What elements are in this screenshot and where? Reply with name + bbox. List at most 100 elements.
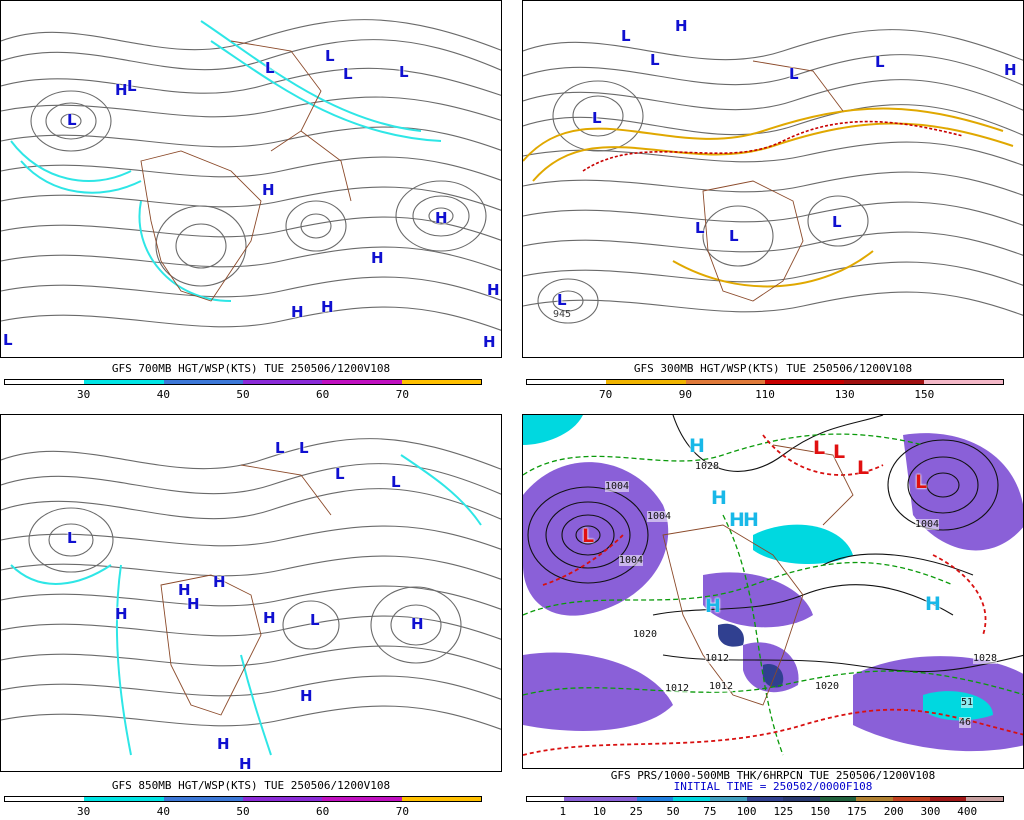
high-pressure-center: H <box>689 435 705 457</box>
scale-label: 50 <box>236 388 250 401</box>
high-pressure-center: H <box>411 615 424 633</box>
isobar-label: 1004 <box>915 519 940 530</box>
low-pressure-center: L <box>399 63 409 81</box>
scale-label: 30 <box>77 805 91 818</box>
high-pressure-center: H <box>178 581 191 599</box>
scale-swatch <box>5 797 85 801</box>
high-pressure-center: H <box>217 735 230 753</box>
scale-swatch <box>401 380 481 384</box>
low-pressure-center: L <box>275 439 285 457</box>
scale-label: 100 <box>736 805 757 818</box>
map-surface[interactable]: 1028 1004 1004 1004 1020 1012 1012 1012 1020 1028… <box>522 414 1024 769</box>
low-pressure-center: L <box>582 525 595 547</box>
low-pressure-center: L <box>265 59 275 77</box>
scale-label: 150 <box>810 805 831 818</box>
isobar-label: 1020 <box>633 629 658 640</box>
high-pressure-center: H <box>321 298 334 316</box>
low-pressure-center: L <box>833 441 846 463</box>
color-scale-850mb <box>4 796 482 802</box>
scale-label: 75 <box>703 805 717 818</box>
low-pressure-center: L <box>557 291 567 309</box>
scale-swatch <box>401 797 481 801</box>
isobar-label: 51 <box>961 697 974 708</box>
low-pressure-center: L <box>299 439 309 457</box>
low-pressure-center: L <box>343 65 353 83</box>
caption-700mb: GFS 700MB HGT/WSP(KTS) TUE 250506/1200V1… <box>111 362 391 375</box>
color-scale-700mb <box>4 379 482 385</box>
scale-label: 30 <box>77 388 91 401</box>
low-pressure-center: L <box>813 437 826 459</box>
scale-swatch <box>84 797 164 801</box>
high-pressure-center: H <box>1004 61 1017 79</box>
low-pressure-center: L <box>695 219 705 237</box>
scale-label: 130 <box>834 388 855 401</box>
scale-label: 40 <box>156 388 170 401</box>
high-pressure-center: H <box>239 755 252 772</box>
low-pressure-center: L <box>67 111 77 129</box>
low-pressure-center: L <box>335 465 345 483</box>
high-pressure-center: H <box>729 509 745 531</box>
isobar-label: 1012 <box>709 681 734 692</box>
high-pressure-center: H <box>435 209 448 227</box>
high-pressure-center: H <box>213 573 226 591</box>
high-pressure-center: H <box>291 303 304 321</box>
caption-300mb: GFS 300MB HGT/WSP(KTS) TUE 250506/1200V1… <box>633 362 913 375</box>
high-pressure-center: H <box>705 595 721 617</box>
high-pressure-center: H <box>115 81 128 99</box>
high-pressure-center: H <box>115 605 128 623</box>
high-pressure-center: H <box>925 593 941 615</box>
isobar-label: 1012 <box>665 683 690 694</box>
low-pressure-center: L <box>310 611 320 629</box>
isobar-label: 46 <box>959 717 972 728</box>
scale-swatch <box>5 380 85 384</box>
high-pressure-center: H <box>262 181 275 199</box>
scale-swatch <box>322 380 402 384</box>
low-pressure-center: L <box>915 471 928 493</box>
low-pressure-center: L <box>857 457 870 479</box>
scale-swatch <box>783 797 820 801</box>
scale-swatch <box>856 797 894 801</box>
low-pressure-center: L <box>592 109 602 127</box>
scale-swatch <box>322 797 402 801</box>
scale-label: 200 <box>883 805 904 818</box>
high-pressure-center: H <box>675 17 688 35</box>
scale-label: 110 <box>755 388 775 401</box>
scale-swatch <box>600 797 637 801</box>
low-pressure-center: L <box>832 213 842 231</box>
low-pressure-center: L <box>325 47 335 65</box>
scale-swatch <box>527 380 607 384</box>
scale-swatch <box>685 380 765 384</box>
scale-labels-surface: 1 10 25 50 75 100 125 150 175 200 300 400 <box>526 806 1004 820</box>
low-pressure-center: L <box>650 51 660 69</box>
color-scale-300mb <box>526 379 1004 385</box>
scale-label: 40 <box>156 805 170 818</box>
scale-swatch <box>563 797 601 801</box>
isobar-label: 1004 <box>647 511 672 522</box>
isobar-label: 1028 <box>973 653 998 664</box>
scale-label: 150 <box>914 388 935 401</box>
scale-swatch <box>966 797 1003 801</box>
scale-label: 50 <box>666 805 680 818</box>
scale-swatch <box>819 797 857 801</box>
initial-time: INITIAL TIME = 250502/0000F108 <box>673 780 873 793</box>
scale-label: 60 <box>316 805 330 818</box>
scale-label: 125 <box>773 805 794 818</box>
low-pressure-center: L <box>621 27 631 45</box>
scale-label: 70 <box>395 388 409 401</box>
scale-swatch <box>710 797 747 801</box>
scale-swatch <box>893 797 930 801</box>
panel-surface: 1028 1004 1004 1004 1020 1012 1012 1012 1020 1028… <box>522 414 1024 819</box>
low-pressure-center: L <box>875 53 885 71</box>
svg-text:945: 945 <box>553 309 571 320</box>
high-pressure-center: H <box>483 333 496 351</box>
scale-swatch <box>844 380 924 384</box>
scale-label: 60 <box>316 388 330 401</box>
scale-label: 25 <box>629 805 643 818</box>
scale-swatch <box>636 797 674 801</box>
low-pressure-center: L <box>3 331 13 349</box>
